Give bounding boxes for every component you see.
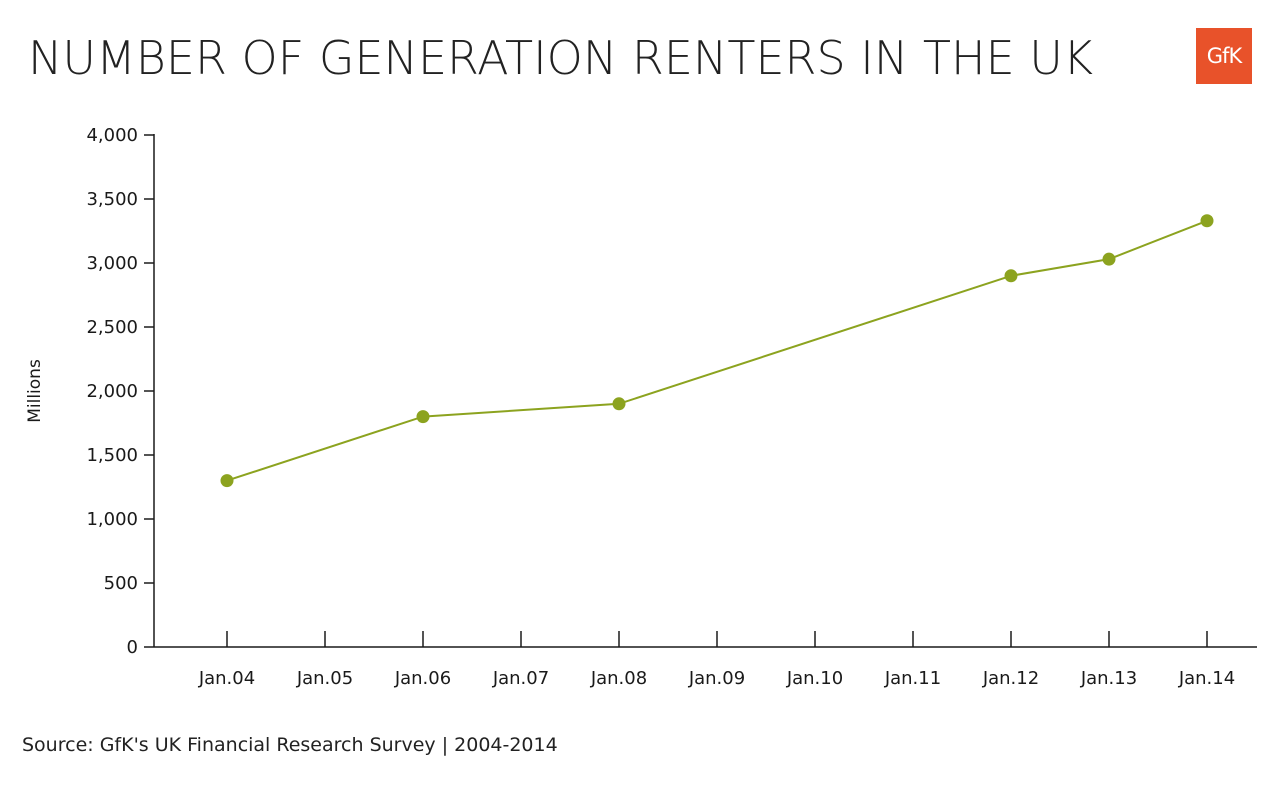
- x-tick-label: Jan.10: [786, 668, 843, 689]
- y-tick-label: 4,000: [86, 125, 138, 146]
- y-tick-label: 500: [104, 573, 138, 594]
- series-line: [226, 219, 1208, 482]
- x-tick-label: Jan.13: [1080, 668, 1137, 689]
- x-tick-label: Jan.08: [590, 668, 647, 689]
- chart-title: NUMBER OF GENERATION RENTERS IN THE UK: [28, 31, 1094, 85]
- x-tick-label: Jan.06: [394, 668, 451, 689]
- x-axis: Jan.04 Jan.05 Jan.06 Jan.07 Jan.08 Jan.09 Jan.…: [154, 631, 1257, 689]
- data-point: [220, 474, 234, 488]
- x-tick-label: Jan.14: [1178, 668, 1235, 689]
- y-axis: 0 500 1,000 1,500 2,000 2,500 3,000 3,500 4,000: [86, 125, 155, 658]
- y-tick-label: 3,000: [86, 253, 138, 274]
- y-tick-label: 0: [127, 637, 138, 658]
- series-layer: [220, 214, 1214, 488]
- data-point: [1102, 252, 1116, 266]
- y-tick-label: 1,000: [86, 509, 138, 530]
- source-note: Source: GfK's UK Financial Research Surv…: [22, 734, 558, 756]
- y-tick-label: 2,500: [86, 317, 138, 338]
- y-tick-label: 3,500: [86, 189, 138, 210]
- y-tick-label: 2,000: [86, 381, 138, 402]
- x-tick-label: Jan.09: [688, 668, 745, 689]
- x-tick-label: Jan.11: [884, 668, 941, 689]
- x-tick-label: Jan.04: [198, 668, 255, 689]
- data-point: [1200, 214, 1214, 228]
- data-point: [1004, 269, 1018, 283]
- x-tick-label: Jan.07: [492, 668, 549, 689]
- data-point: [416, 410, 430, 424]
- gfk-logo: GfK: [1196, 28, 1252, 84]
- data-point: [612, 397, 626, 411]
- y-axis-title: Millions: [25, 359, 45, 423]
- y-tick-label: 1,500: [86, 445, 138, 466]
- x-tick-label: Jan.12: [982, 668, 1039, 689]
- x-tick-label: Jan.05: [296, 668, 353, 689]
